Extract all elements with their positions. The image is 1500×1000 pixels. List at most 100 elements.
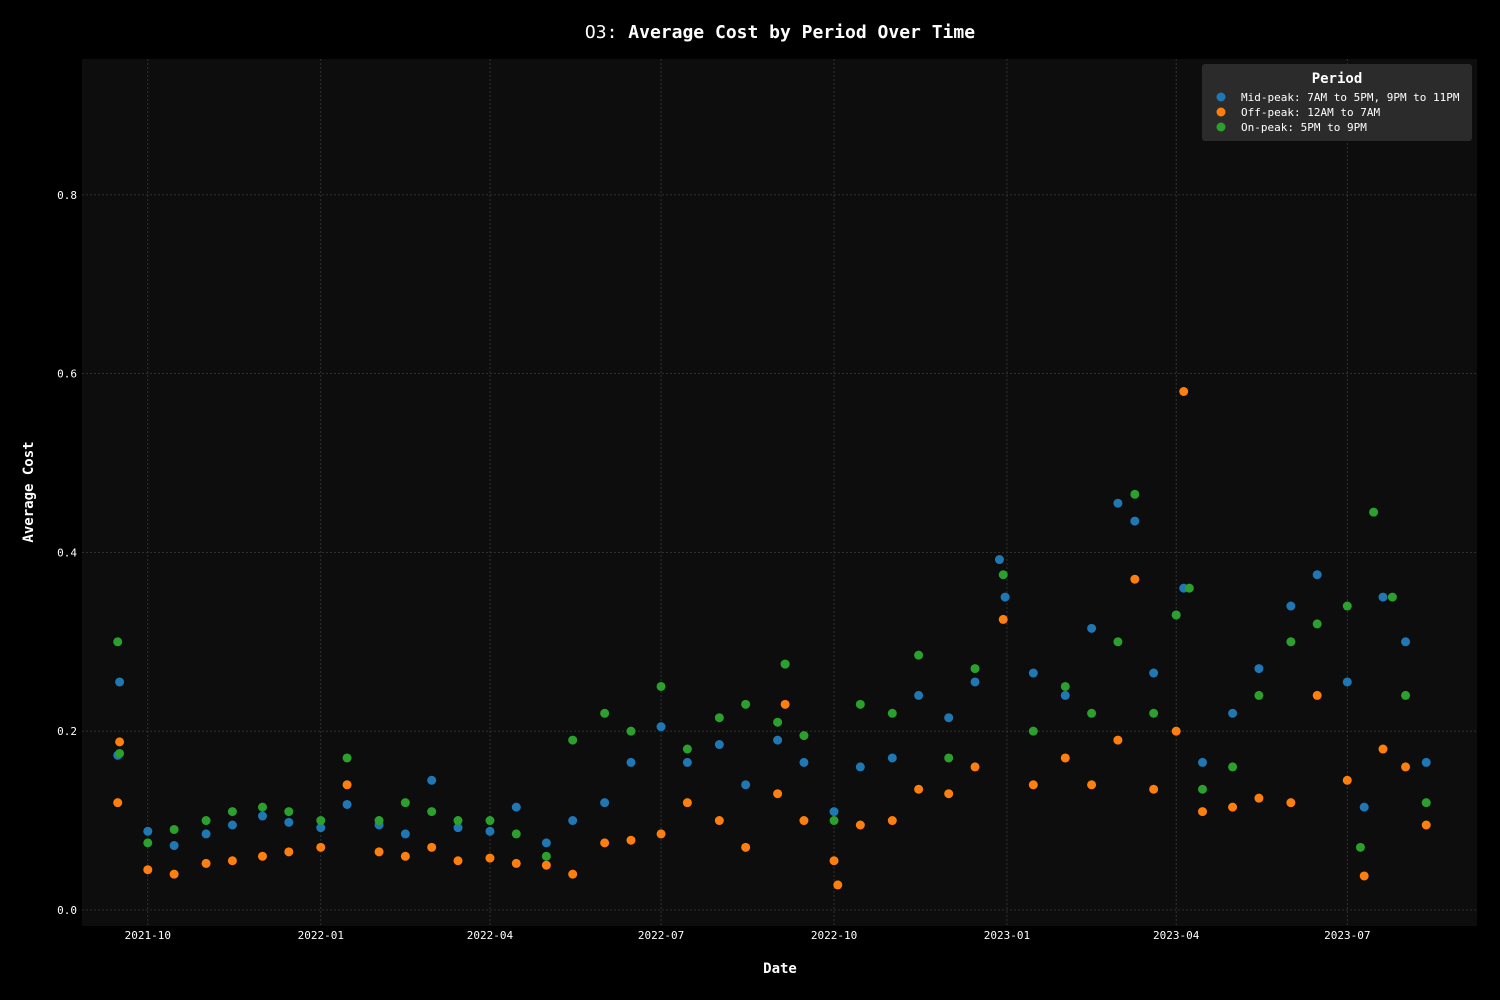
data-point bbox=[1254, 690, 1264, 700]
data-point bbox=[257, 811, 267, 821]
x-tick-label: 2023-04 bbox=[1153, 929, 1200, 942]
data-point bbox=[485, 826, 495, 836]
data-point bbox=[1401, 637, 1411, 647]
data-point bbox=[143, 865, 153, 875]
data-point bbox=[1113, 735, 1123, 745]
data-point bbox=[626, 757, 636, 767]
data-point bbox=[485, 853, 495, 863]
data-point bbox=[887, 753, 897, 763]
data-point bbox=[115, 677, 125, 687]
x-tick-label: 2023-07 bbox=[1324, 929, 1370, 942]
data-point bbox=[1028, 780, 1038, 790]
data-point bbox=[1179, 386, 1189, 396]
data-point bbox=[541, 851, 551, 861]
data-point bbox=[169, 841, 179, 851]
data-point bbox=[316, 842, 326, 852]
data-point bbox=[1228, 708, 1238, 718]
y-tick-label: 0.6 bbox=[57, 368, 77, 381]
data-point bbox=[342, 799, 352, 809]
grid-lines bbox=[82, 59, 1477, 926]
data-point bbox=[773, 717, 783, 727]
data-point bbox=[568, 869, 578, 879]
data-point bbox=[1387, 592, 1397, 602]
plot-area bbox=[82, 59, 1477, 926]
data-point bbox=[115, 737, 125, 747]
data-point bbox=[201, 858, 211, 868]
series-2 bbox=[113, 489, 1431, 861]
data-point bbox=[453, 856, 463, 866]
y-axis-label: Average Cost bbox=[21, 441, 37, 542]
data-point bbox=[656, 722, 666, 732]
legend-label-off-peak: Off-peak: 12AM to 7AM bbox=[1241, 106, 1380, 119]
y-tick-label: 0.2 bbox=[57, 725, 77, 738]
data-point bbox=[799, 731, 809, 741]
data-point bbox=[970, 664, 980, 674]
data-point bbox=[1198, 807, 1208, 817]
data-point bbox=[855, 699, 865, 709]
data-point bbox=[682, 798, 692, 808]
data-point bbox=[427, 807, 437, 817]
data-point bbox=[1401, 690, 1411, 700]
data-point bbox=[994, 555, 1004, 565]
x-tick-label: 2022-10 bbox=[811, 929, 857, 942]
data-point bbox=[1149, 708, 1159, 718]
data-point bbox=[1421, 798, 1431, 808]
data-point bbox=[1171, 726, 1181, 736]
scatter-points bbox=[113, 386, 1431, 890]
x-axis-ticks: 2021-10 2022-01 2022-04 2022-07 2022-10 2023-… bbox=[125, 929, 1371, 942]
data-point bbox=[400, 829, 410, 839]
data-point bbox=[600, 798, 610, 808]
data-point bbox=[485, 816, 495, 826]
legend-marker-mid-peak bbox=[1216, 92, 1226, 102]
data-point bbox=[600, 708, 610, 718]
x-axis-label: Date bbox=[763, 961, 797, 977]
data-point bbox=[1060, 690, 1070, 700]
data-point bbox=[453, 816, 463, 826]
data-point bbox=[626, 726, 636, 736]
data-point bbox=[914, 784, 924, 794]
data-point bbox=[944, 753, 954, 763]
data-point bbox=[1342, 775, 1352, 785]
data-point bbox=[1087, 708, 1097, 718]
data-point bbox=[855, 762, 865, 772]
data-point bbox=[201, 829, 211, 839]
data-point bbox=[284, 847, 294, 857]
data-point bbox=[714, 713, 724, 723]
data-point bbox=[914, 650, 924, 660]
data-point bbox=[143, 826, 153, 836]
data-point bbox=[400, 798, 410, 808]
data-point bbox=[855, 820, 865, 830]
data-point bbox=[400, 851, 410, 861]
data-point bbox=[829, 856, 839, 866]
data-point bbox=[374, 847, 384, 857]
data-point bbox=[1342, 677, 1352, 687]
data-point bbox=[316, 823, 326, 833]
data-point bbox=[1421, 820, 1431, 830]
data-point bbox=[887, 708, 897, 718]
data-point bbox=[1000, 592, 1010, 602]
data-point bbox=[1149, 784, 1159, 794]
data-point bbox=[773, 789, 783, 799]
series-1 bbox=[113, 386, 1431, 890]
y-tick-label: 0.8 bbox=[57, 189, 77, 202]
legend-label-mid-peak: Mid-peak: 7AM to 5PM, 9PM to 11PM bbox=[1241, 91, 1460, 104]
data-point bbox=[169, 824, 179, 834]
data-point bbox=[998, 570, 1008, 580]
data-point bbox=[1359, 871, 1369, 881]
data-point bbox=[1087, 780, 1097, 790]
chart-title-prefix: O3: bbox=[585, 22, 618, 43]
data-point bbox=[1286, 637, 1296, 647]
data-point bbox=[600, 838, 610, 848]
data-point bbox=[1060, 681, 1070, 691]
data-point bbox=[714, 740, 724, 750]
data-point bbox=[342, 753, 352, 763]
data-point bbox=[284, 817, 294, 827]
data-point bbox=[1342, 601, 1352, 611]
data-point bbox=[773, 735, 783, 745]
data-point bbox=[541, 838, 551, 848]
data-point bbox=[143, 838, 153, 848]
chart-title-main: Average Cost by Period Over Time bbox=[628, 22, 975, 43]
y-axis-ticks: 0.0 0.2 0.4 0.6 0.8 bbox=[57, 189, 77, 917]
x-tick-label: 2023-01 bbox=[984, 929, 1030, 942]
